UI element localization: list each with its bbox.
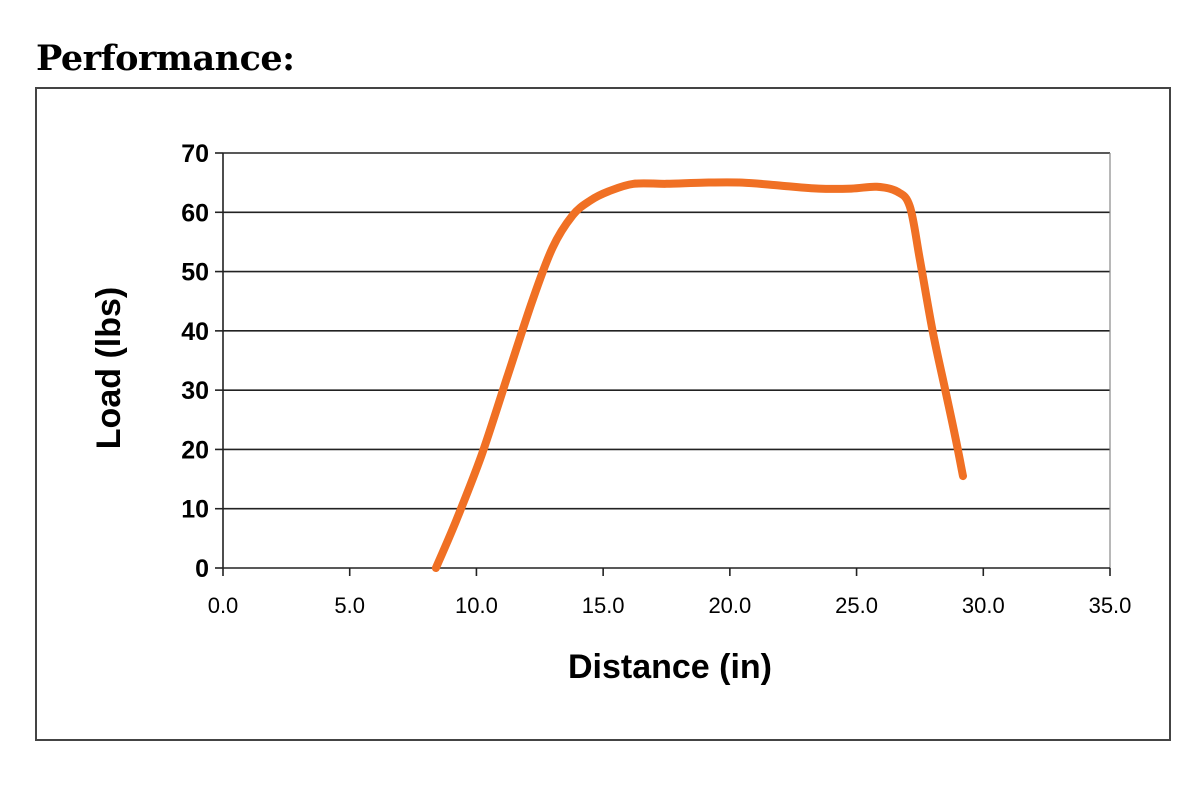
y-tick-label: 30 [181, 377, 209, 405]
series-lines [431, 178, 967, 572]
y-tick-label: 10 [181, 496, 209, 524]
y-tick-label: 70 [181, 140, 209, 168]
x-tick-label: 35.0 [1089, 593, 1132, 618]
axes [215, 152, 1111, 576]
y-axis-title: Load (lbs) [90, 287, 128, 449]
x-tick-label: 15.0 [582, 593, 625, 618]
x-tick-label: 25.0 [835, 593, 878, 618]
y-tick-label: 20 [181, 436, 209, 464]
x-tick-label: 30.0 [962, 593, 1005, 618]
x-tick-label: 5.0 [334, 593, 365, 618]
gridlines [223, 152, 1110, 510]
x-tick-label: 10.0 [455, 593, 498, 618]
series-line [431, 178, 967, 572]
x-tick-label: 0.0 [208, 593, 239, 618]
chart-frame [35, 87, 1171, 741]
x-tick-label: 20.0 [708, 593, 751, 618]
tick-labels: 0 10 20 30 40 50 60 70 0.0 5.0 10.0 15.0 20.0 25.0 30.… [181, 140, 1131, 618]
x-axis-title: Distance (in) [568, 648, 772, 686]
section-heading: Performance: [36, 38, 295, 79]
y-tick-label: 40 [181, 318, 209, 346]
y-tick-label: 60 [181, 199, 209, 227]
y-tick-label: 0 [195, 555, 209, 583]
y-tick-label: 50 [181, 259, 209, 287]
